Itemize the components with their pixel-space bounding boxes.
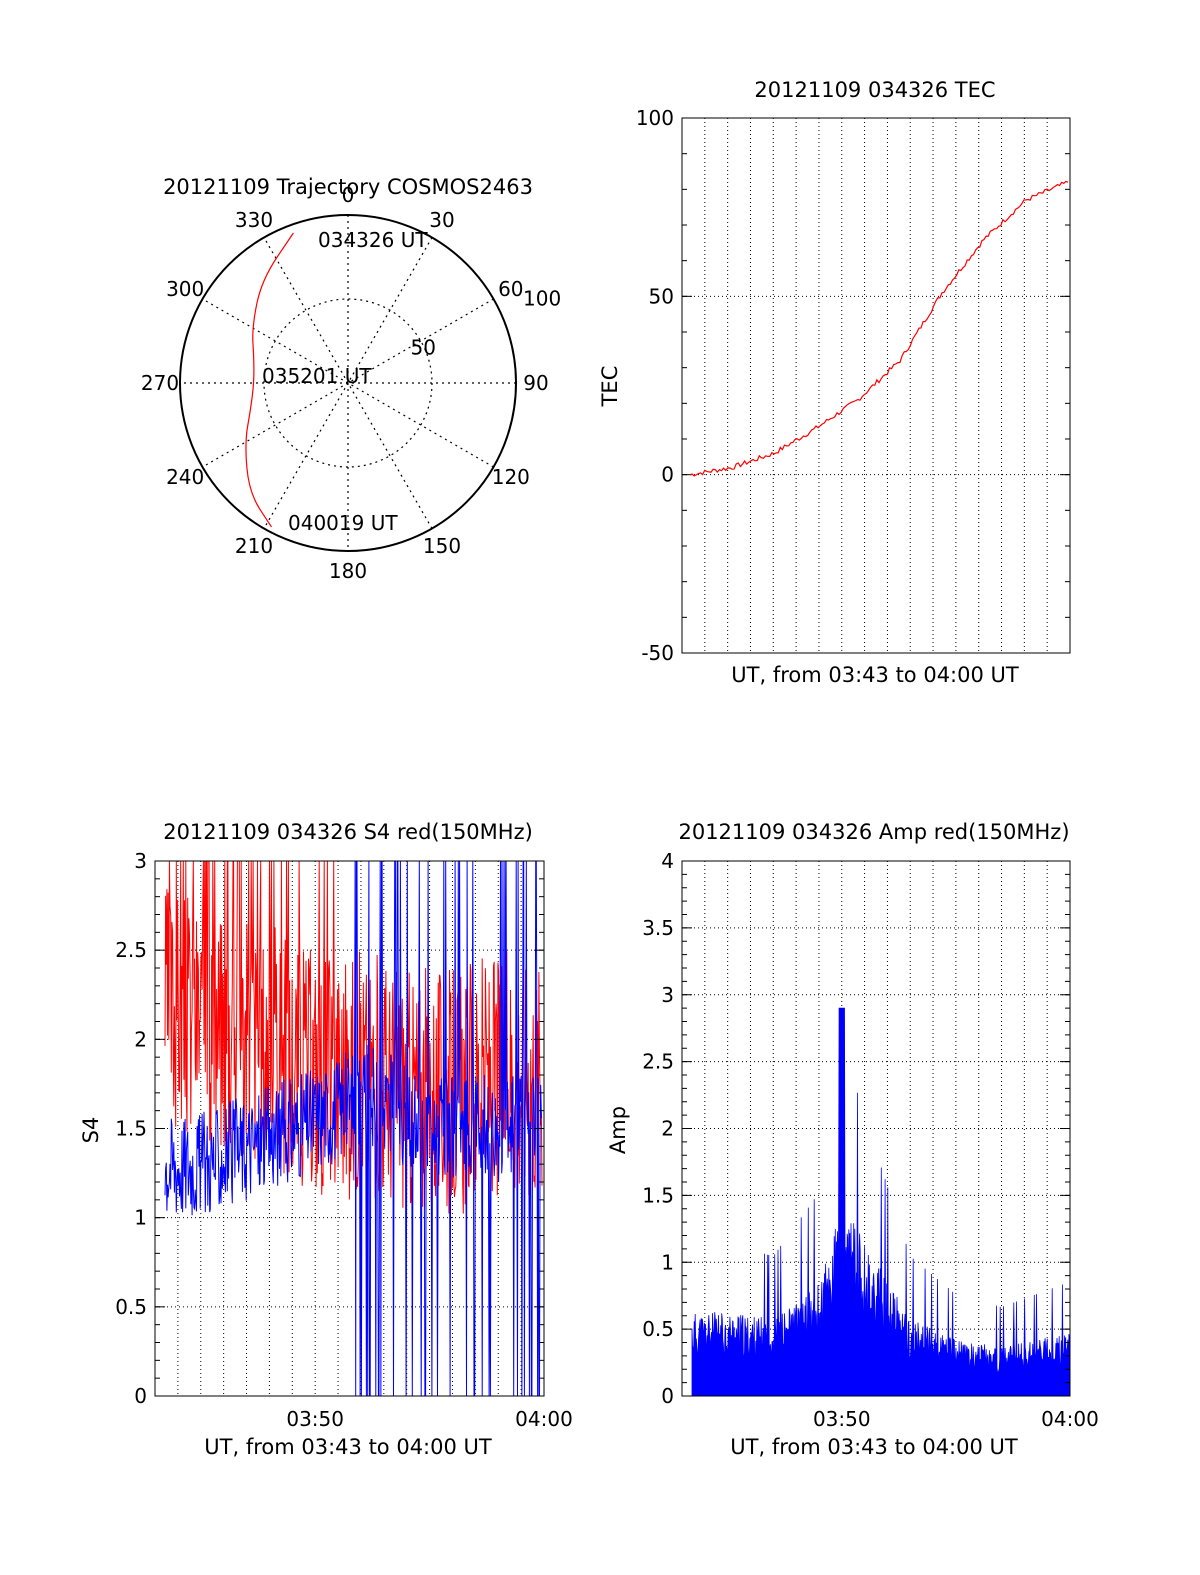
tec-chart: 20121109 034326 TEC 100 50 0 -50 TEC UT, fr… (598, 78, 1071, 687)
polar-angle-label: 60 (498, 277, 523, 301)
x-tick-label: 03:50 (813, 1407, 871, 1431)
polar-title: 20121109 Trajectory COSMOS2463 (163, 175, 533, 199)
polar-angle-label: 210 (235, 534, 273, 558)
y-tick-label: 1 (661, 1250, 674, 1274)
tec-y-ticks: 100 50 0 -50 (636, 106, 1070, 665)
polar-angle-label: 180 (329, 559, 367, 583)
trajectory-polar-plot: 20121109 Trajectory COSMOS2463 0 30 60 90 12… (141, 175, 561, 583)
amp-blue-trace (691, 1007, 1071, 1397)
polar-radial-label: 50 (410, 335, 435, 359)
y-tick-label: 0.5 (115, 1295, 147, 1319)
amp-grid (682, 861, 1070, 1396)
y-tick-label: 1.5 (642, 1183, 674, 1207)
y-tick-label: 3 (661, 983, 674, 1007)
s4-title: 20121109 034326 S4 red(150MHz) (163, 820, 533, 844)
y-tick-label: -50 (641, 641, 674, 665)
y-tick-label: 2.5 (642, 1050, 674, 1074)
s4-x-axis-label: UT, from 03:43 to 04:00 UT (204, 1435, 492, 1459)
amp-y-axis-label: Amp (606, 1106, 630, 1154)
y-tick-label: 0 (661, 463, 674, 487)
x-tick-label: 04:00 (1041, 1407, 1099, 1431)
amp-y-ticks: 4 3.5 3 2.5 2 1.5 1 0.5 0 (642, 849, 1070, 1408)
polar-angle-label: 330 (235, 208, 273, 232)
polar-angle-label: 0 (342, 183, 355, 207)
polar-annotation-start: 034326 UT (318, 228, 428, 252)
y-tick-label: 1.5 (115, 1117, 147, 1141)
amp-title: 20121109 034326 Amp red(150MHz) (678, 820, 1069, 844)
polar-radial-labels: 50 100 (410, 287, 561, 360)
amp-chart: 20121109 034326 Amp red(150MHz) 4 3.5 3 2.5… (606, 820, 1099, 1459)
y-tick-label: 2.5 (115, 938, 147, 962)
tec-grid (682, 118, 1070, 653)
y-tick-label: 0 (134, 1384, 147, 1408)
y-tick-label: 100 (636, 106, 674, 130)
y-tick-label: 2 (661, 1117, 674, 1141)
polar-spoke (263, 237, 433, 529)
s4-chart: 20121109 034326 S4 red(150MHz) 3 2.5 2 1.5 1… (79, 820, 573, 1459)
tec-plot-frame (681, 117, 1071, 654)
y-tick-label: 3 (134, 849, 147, 873)
tec-y-axis-label: TEC (598, 366, 622, 408)
amp-x-axis-label: UT, from 03:43 to 04:00 UT (730, 1435, 1018, 1459)
polar-angle-label: 240 (166, 465, 204, 489)
x-tick-label: 04:00 (515, 1407, 573, 1431)
polar-angle-label: 30 (429, 208, 454, 232)
tec-title: 20121109 034326 TEC (754, 78, 995, 102)
y-tick-label: 50 (649, 284, 674, 308)
polar-angle-label: 150 (423, 534, 461, 558)
s4-blue-trace (164, 860, 543, 1397)
y-tick-label: 0 (661, 1384, 674, 1408)
polar-angle-label: 270 (141, 371, 179, 395)
polar-annotation-end: 040019 UT (288, 511, 398, 535)
s4-y-ticks: 3 2.5 2 1.5 1 0.5 0 (115, 849, 544, 1408)
polar-angle-label: 300 (166, 277, 204, 301)
y-tick-label: 4 (661, 849, 674, 873)
polar-grid (179, 214, 517, 552)
x-tick-label: 03:50 (286, 1407, 344, 1431)
polar-radial-label: 100 (523, 287, 561, 311)
polar-angle-label: 90 (523, 371, 548, 395)
y-tick-label: 0.5 (642, 1317, 674, 1341)
s4-x-ticks: 03:50 04:00 (286, 1407, 572, 1431)
tec-series-line (689, 180, 1069, 477)
trajectory-track (245, 232, 294, 528)
tec-x-axis-label: UT, from 03:43 to 04:00 UT (731, 663, 1019, 687)
polar-angle-labels: 0 30 60 90 120 150 180 210 240 270 300 330 (141, 183, 549, 583)
y-tick-label: 2 (134, 1027, 147, 1051)
s4-y-axis-label: S4 (79, 1117, 103, 1144)
polar-angle-label: 120 (492, 465, 530, 489)
y-tick-label: 1 (134, 1206, 147, 1230)
polar-annotation-mid: 035201 UT (262, 364, 372, 388)
amp-x-ticks: 03:50 04:00 (813, 1407, 1099, 1431)
y-tick-label: 3.5 (642, 916, 674, 940)
s4-series (164, 860, 543, 1397)
amp-series (691, 1007, 1071, 1397)
